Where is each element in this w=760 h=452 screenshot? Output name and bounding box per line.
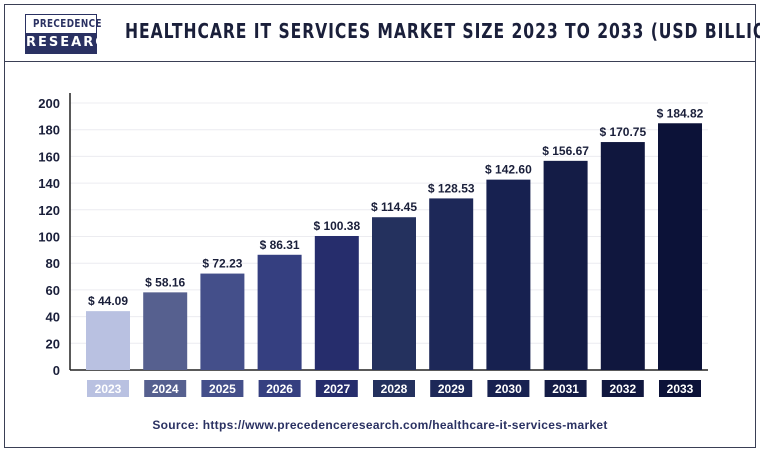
y-tick-label: 140 bbox=[38, 176, 60, 191]
x-tick-label: 2023 bbox=[95, 382, 122, 396]
y-tick-label: 120 bbox=[38, 203, 60, 218]
x-tick-box bbox=[601, 380, 644, 397]
y-tick-label: 80 bbox=[46, 256, 60, 271]
data-label: $ 100.38 bbox=[313, 219, 360, 233]
x-tick-label: 2033 bbox=[667, 382, 694, 396]
bar-2028 bbox=[372, 217, 416, 370]
x-tick-box bbox=[315, 380, 358, 397]
header: PRECEDENCE RESEARCH HEALTHCARE IT SERVIC… bbox=[5, 5, 760, 62]
y-tick-label: 60 bbox=[46, 283, 60, 298]
data-label: $ 170.75 bbox=[599, 125, 646, 139]
y-tick-label: 100 bbox=[38, 230, 60, 245]
bar-2026 bbox=[257, 254, 302, 370]
logo-line-2: RESEARCH bbox=[26, 33, 118, 53]
data-label: $ 114.45 bbox=[371, 200, 417, 214]
y-tick-label: 0 bbox=[53, 363, 60, 378]
bar-2025 bbox=[200, 273, 245, 370]
x-tick-label: 2027 bbox=[323, 382, 350, 396]
precedence-research-logo: PRECEDENCE RESEARCH bbox=[25, 14, 118, 54]
data-label: $ 72.23 bbox=[202, 257, 242, 271]
x-tick-label: 2029 bbox=[438, 382, 465, 396]
bar-2029 bbox=[429, 198, 474, 370]
bar-2023 bbox=[86, 311, 130, 370]
data-label: $ 44.09 bbox=[88, 294, 128, 308]
bar-2030 bbox=[486, 179, 531, 370]
x-tick-box bbox=[258, 380, 301, 397]
y-tick-label: 200 bbox=[38, 96, 60, 111]
x-tick-box bbox=[544, 380, 587, 397]
x-tick-label: 2028 bbox=[381, 382, 408, 396]
x-tick-box bbox=[201, 380, 244, 397]
data-label: $ 184.82 bbox=[657, 106, 704, 120]
logo-line-1: PRECEDENCE bbox=[33, 17, 102, 30]
x-tick-label: 2024 bbox=[152, 382, 179, 396]
x-tick-box bbox=[430, 380, 473, 397]
x-tick-label: 2032 bbox=[609, 382, 636, 396]
bar-2024 bbox=[143, 292, 188, 370]
y-tick-label: 40 bbox=[46, 310, 60, 325]
data-label: $ 86.31 bbox=[260, 238, 300, 252]
x-tick-box bbox=[373, 380, 415, 397]
y-tick-label: 180 bbox=[38, 123, 60, 138]
data-label: $ 128.53 bbox=[428, 181, 475, 195]
data-label: $ 142.60 bbox=[485, 163, 532, 177]
x-tick-box bbox=[144, 380, 187, 397]
x-tick-box bbox=[487, 380, 530, 397]
x-tick-box bbox=[659, 380, 701, 397]
x-tick-label: 2026 bbox=[266, 382, 293, 396]
y-tick-label: 160 bbox=[38, 149, 60, 164]
bar-2032 bbox=[600, 142, 645, 370]
chart-title: HEALTHCARE IT SERVICES MARKET SIZE 2023 … bbox=[125, 19, 760, 43]
x-tick-label: 2025 bbox=[209, 382, 236, 396]
y-tick-label: 20 bbox=[46, 336, 60, 351]
data-label: $ 156.67 bbox=[542, 144, 589, 158]
x-tick-box bbox=[87, 380, 129, 397]
source-text: Source: https://www.precedenceresearch.c… bbox=[152, 418, 608, 432]
x-tick-label: 2031 bbox=[552, 382, 579, 396]
bar-2033 bbox=[658, 123, 702, 371]
bar-2027 bbox=[314, 235, 359, 370]
x-tick-label: 2030 bbox=[495, 382, 522, 396]
data-label: $ 58.16 bbox=[145, 275, 185, 289]
bar-2031 bbox=[543, 160, 588, 370]
